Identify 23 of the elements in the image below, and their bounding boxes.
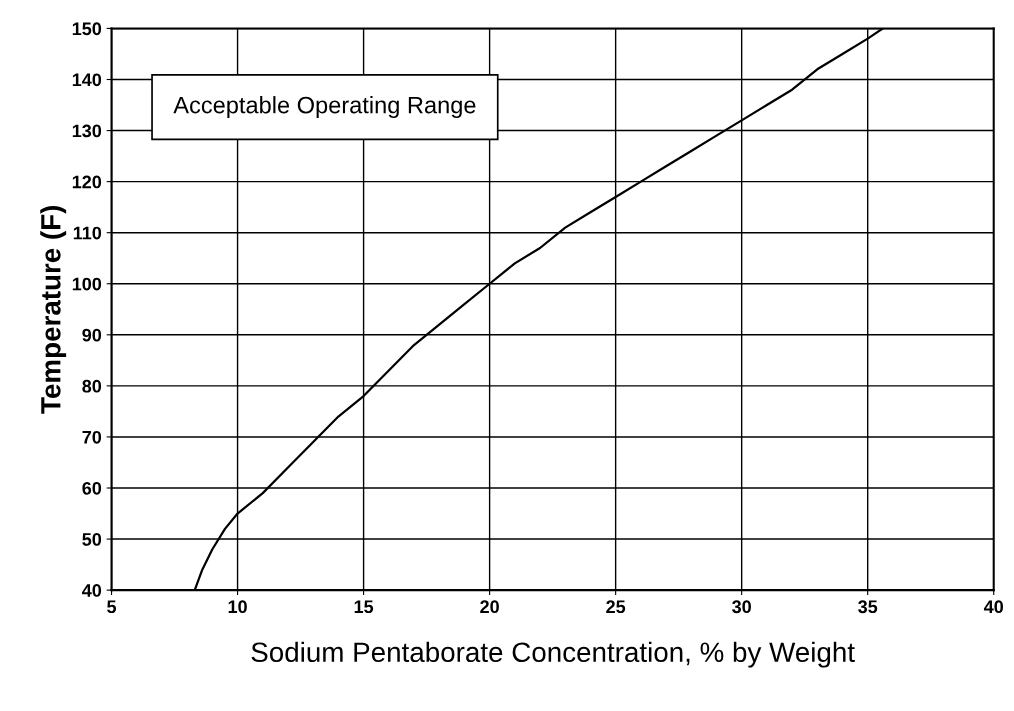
y-axis-title: Temperature (F) [40,205,67,414]
y-tick-label: 150 [72,22,102,36]
x-tick-label: 30 [732,600,751,614]
x-tick-label: 35 [858,600,878,614]
y-tick-label: 60 [82,481,102,495]
y-tick-label: 80 [82,379,102,393]
x-axis-title: Sodium Pentaborate Concentration, % by Weight [251,641,855,668]
y-tick-label: 140 [72,73,102,87]
y-tick-label: 130 [72,124,102,138]
x-tick-label: 15 [354,600,374,614]
y-tick-label: 40 [82,584,102,597]
y-tick-label: 90 [82,328,102,342]
x-tick-label: 25 [606,600,626,614]
y-tick-label: 70 [82,430,102,444]
x-tick-label: 10 [228,600,247,614]
y-tick-label: 120 [72,175,102,189]
annotation: Acceptable Operating Range [173,96,476,119]
x-tick-label: 40 [983,600,1004,614]
y-tick-label: 100 [72,277,102,291]
x-tick-label: 20 [480,600,499,614]
x-tick-label: 5 [107,600,117,614]
y-tick-label: 50 [82,533,102,546]
y-tick-label: 110 [73,226,102,240]
